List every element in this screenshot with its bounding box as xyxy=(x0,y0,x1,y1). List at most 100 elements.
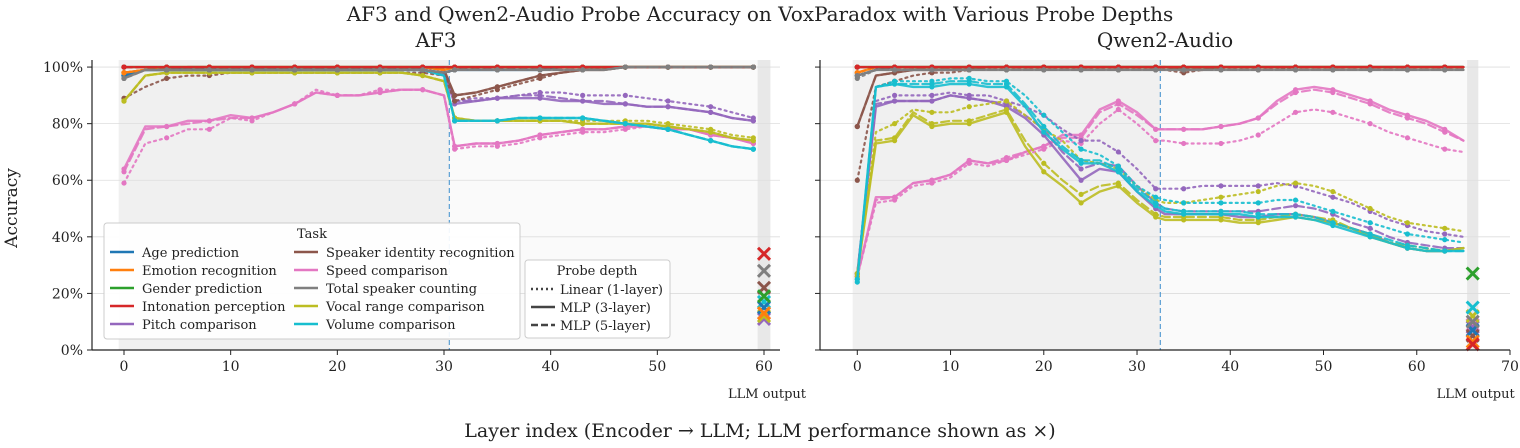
data-point xyxy=(1404,220,1411,226)
data-point xyxy=(1292,67,1299,73)
x-tick-label: 10 xyxy=(942,359,960,375)
legend-task-box xyxy=(103,222,521,340)
data-point xyxy=(452,143,458,149)
llm-output-marker xyxy=(756,263,772,278)
data-point xyxy=(929,92,935,98)
data-point xyxy=(206,126,212,132)
data-point xyxy=(929,84,935,90)
x-tick-label: 0 xyxy=(120,359,129,375)
data-point xyxy=(1003,67,1010,73)
data-point xyxy=(1292,180,1299,186)
y-tick-label: 60% xyxy=(52,173,83,189)
marker-stroke xyxy=(756,263,772,278)
llm-output-marker xyxy=(1465,300,1480,315)
data-point xyxy=(854,72,860,79)
llm-output-marker xyxy=(1465,314,1480,329)
data-point xyxy=(891,98,898,104)
data-point xyxy=(1115,183,1121,189)
data-point xyxy=(708,129,714,135)
y-tick-label: 0% xyxy=(61,343,83,359)
data-point xyxy=(1442,126,1448,132)
data-point xyxy=(708,104,714,110)
data-point xyxy=(966,104,972,110)
data-point xyxy=(1078,177,1084,183)
linear-probe-line xyxy=(856,91,1465,275)
y-tick-label: 40% xyxy=(52,230,83,246)
data-point xyxy=(708,138,714,144)
marker-stroke xyxy=(756,311,772,326)
x-tick-label: 0 xyxy=(853,359,862,375)
data-point xyxy=(966,95,972,101)
legend-task-label: Total speaker counting xyxy=(326,282,477,297)
figure-title: AF3 and Qwen2-Audio Probe Accuracy on Vo… xyxy=(346,2,1174,26)
data-point xyxy=(121,75,127,81)
data-point xyxy=(494,118,500,124)
legend-task-label: Vocal range comparison xyxy=(325,300,485,315)
x-tick-label: 20 xyxy=(1035,359,1053,375)
data-point xyxy=(891,81,898,87)
data-point xyxy=(1181,200,1187,206)
data-point xyxy=(1181,186,1187,192)
data-point xyxy=(1255,132,1261,138)
data-point xyxy=(537,67,543,73)
data-point xyxy=(750,118,756,124)
llm-output-marker xyxy=(756,289,772,304)
data-point xyxy=(1115,149,1121,155)
data-point xyxy=(1255,183,1261,189)
data-point xyxy=(1367,67,1373,73)
legend-task-label: Gender prediction xyxy=(142,282,263,297)
llm-output-band xyxy=(757,60,771,350)
data-point xyxy=(1218,200,1224,206)
data-point xyxy=(1442,237,1448,243)
llm-output-marker xyxy=(756,246,772,261)
data-point xyxy=(966,67,972,73)
data-point xyxy=(665,98,671,104)
data-point xyxy=(292,101,298,107)
data-point xyxy=(1442,231,1448,237)
data-point xyxy=(420,87,426,93)
panel-title-af3: AF3 xyxy=(415,28,457,52)
legend-depth-title: Probe depth xyxy=(557,264,638,279)
llm-output-label: LLM output xyxy=(1437,387,1516,402)
data-point xyxy=(966,157,972,164)
data-point xyxy=(121,98,127,104)
data-point xyxy=(537,72,543,79)
data-point xyxy=(1404,231,1411,237)
x-tick-label: 30 xyxy=(1128,359,1146,375)
data-point xyxy=(452,98,458,104)
data-point xyxy=(206,118,212,124)
data-point xyxy=(1292,109,1299,115)
data-point xyxy=(249,67,255,73)
data-point xyxy=(121,64,127,70)
data-point xyxy=(1218,67,1224,73)
data-point xyxy=(1003,157,1010,164)
data-point xyxy=(1367,121,1373,127)
data-point xyxy=(1115,67,1121,73)
marker-stroke xyxy=(756,289,772,304)
data-point xyxy=(580,67,586,73)
data-point xyxy=(1181,211,1187,217)
x-tick-label: 20 xyxy=(328,359,346,375)
mlp3-probe-line xyxy=(856,111,1465,275)
data-point xyxy=(1218,217,1224,223)
panel-title-qwen: Qwen2-Audio xyxy=(1096,28,1234,52)
data-point xyxy=(1181,217,1187,223)
marker-stroke xyxy=(756,246,772,261)
data-point xyxy=(1255,220,1261,226)
data-point xyxy=(1255,188,1261,195)
legend-task-label: Age prediction xyxy=(141,246,240,261)
marker-stroke xyxy=(1465,334,1480,349)
llm-output-band xyxy=(1467,60,1479,350)
data-point xyxy=(854,177,860,183)
legend-task-title: Task xyxy=(297,227,327,242)
data-point xyxy=(164,135,170,141)
mlp3-probe-line xyxy=(122,71,755,142)
legend-depth-label: MLP (5-layer) xyxy=(560,319,651,334)
data-point xyxy=(966,121,972,127)
mlp3-probe-line xyxy=(122,65,755,80)
linear-probe-line xyxy=(856,99,1465,278)
x-tick-label: 60 xyxy=(1408,359,1426,375)
data-point xyxy=(292,67,298,73)
data-point xyxy=(966,81,972,87)
